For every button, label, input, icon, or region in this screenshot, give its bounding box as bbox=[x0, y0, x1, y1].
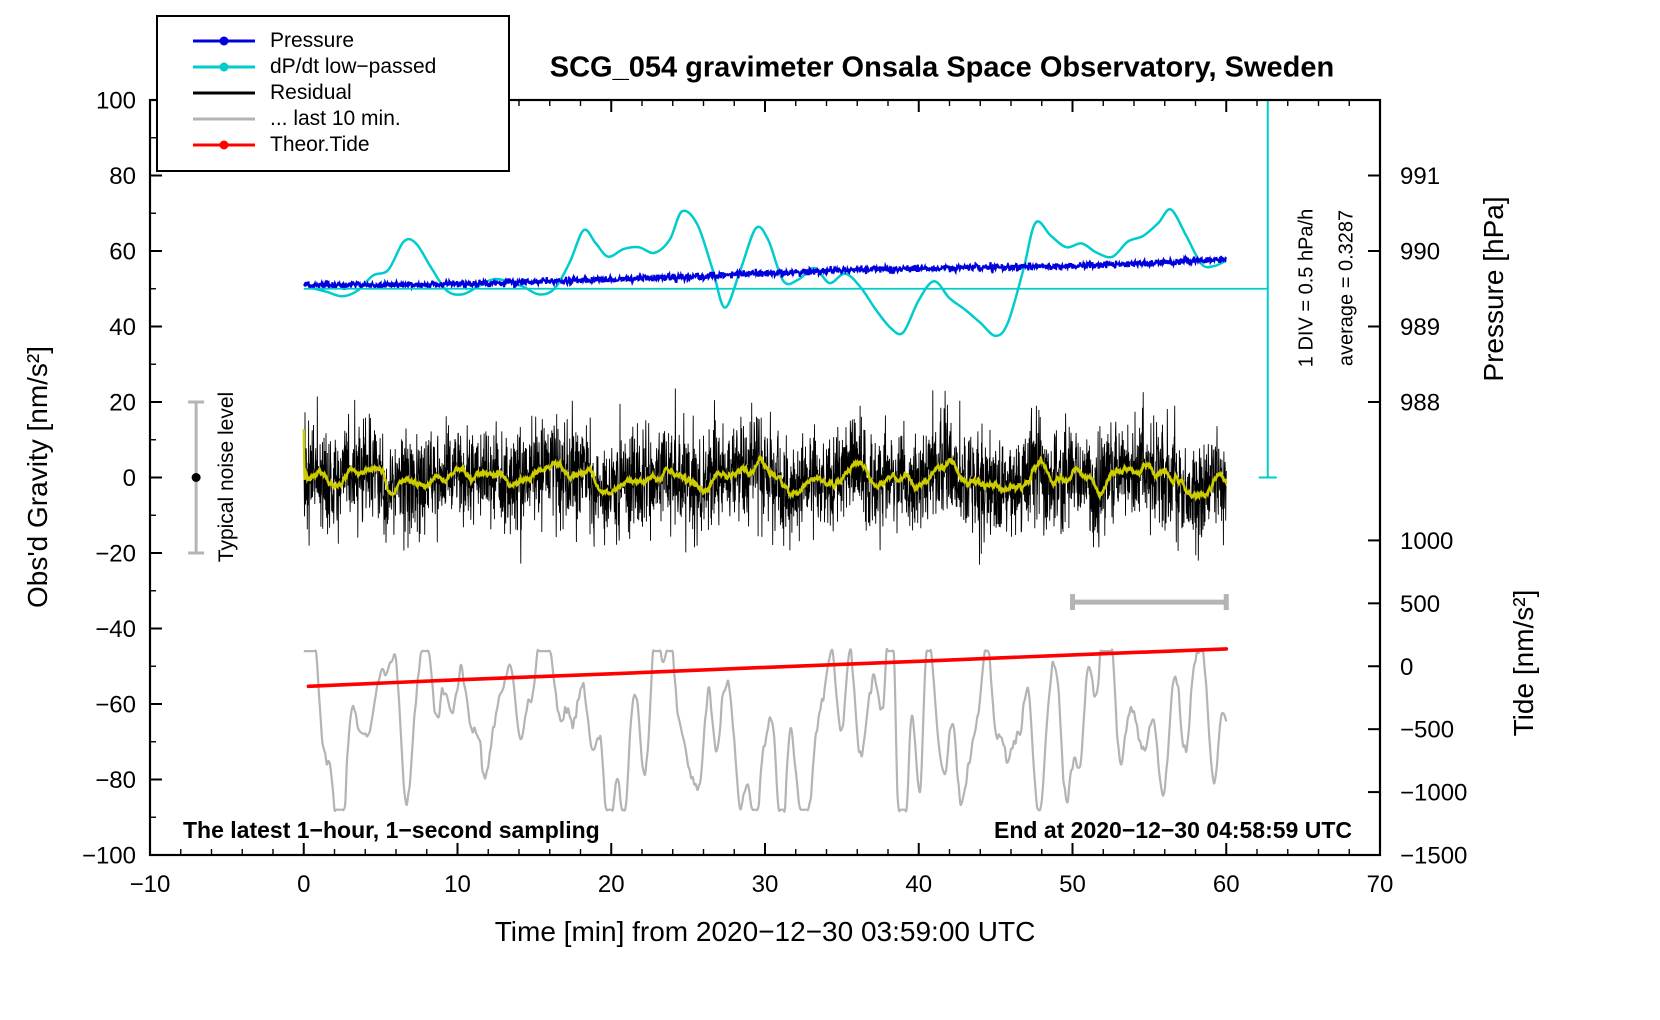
y-tick-label-pressure: 991 bbox=[1400, 163, 1440, 190]
series-last-10-min bbox=[303, 647, 1228, 813]
legend-item: Residual bbox=[192, 81, 508, 105]
y-tick-label-tide: 500 bbox=[1400, 591, 1440, 618]
x-tick-label: 20 bbox=[598, 871, 625, 898]
x-tick-label: −10 bbox=[130, 871, 171, 898]
legend-swatch bbox=[193, 140, 255, 150]
y-tick-label-gravity: −60 bbox=[95, 692, 136, 719]
legend-item: Pressure bbox=[192, 29, 508, 53]
x-tick-label: 70 bbox=[1367, 871, 1394, 898]
legend-swatch bbox=[193, 91, 255, 95]
legend-swatch bbox=[193, 117, 255, 121]
x-axis-label: Time [min] from 2020−12−30 03:59:00 UTC bbox=[494, 916, 1036, 947]
legend: Pressure dP/dt low−passed Residual ... last… bbox=[156, 15, 510, 172]
y-tick-label-tide: 0 bbox=[1400, 654, 1413, 681]
y-tick-label-gravity: 40 bbox=[109, 314, 136, 341]
x-tick-label: 10 bbox=[444, 871, 471, 898]
legend-item: Theor.Tide bbox=[192, 133, 508, 157]
y-tick-label-gravity: 0 bbox=[123, 465, 136, 492]
series-pressure bbox=[303, 253, 1227, 292]
chart-title: SCG_054 gravimeter Onsala Space Observat… bbox=[549, 51, 1335, 84]
legend-item: ... last 10 min. bbox=[192, 107, 508, 131]
x-tick-label: 50 bbox=[1059, 871, 1086, 898]
series-residual bbox=[303, 388, 1227, 565]
y-tick-label-gravity: −80 bbox=[95, 767, 136, 794]
y-tick-label-tide: −1000 bbox=[1400, 780, 1467, 807]
legend-label: Theor.Tide bbox=[270, 133, 370, 156]
series-theor-tide bbox=[306, 647, 1229, 689]
x-tick-label: 40 bbox=[905, 871, 932, 898]
reference-marks bbox=[188, 99, 1277, 611]
legend-label: Residual bbox=[270, 81, 352, 104]
average-note: average = 0.3287 bbox=[1335, 209, 1358, 367]
y-tick-label-tide: −500 bbox=[1400, 717, 1454, 744]
x-tick-label: 30 bbox=[752, 871, 779, 898]
legend-swatch bbox=[193, 62, 255, 72]
y-tick-label-pressure: 990 bbox=[1400, 239, 1440, 266]
legend-label: Pressure bbox=[270, 29, 355, 52]
y-axis-label-tide: Tide [nm/s²] bbox=[1508, 589, 1539, 737]
y-axis-label-pressure: Pressure [hPa] bbox=[1478, 196, 1509, 382]
noise-level-dot bbox=[191, 473, 201, 482]
x-tick-label: 0 bbox=[297, 871, 310, 898]
div-scale-note: 1 DIV = 0.5 hPa/h bbox=[1295, 208, 1318, 368]
y-tick-label-gravity: −40 bbox=[95, 616, 136, 643]
y-tick-label-gravity: 100 bbox=[96, 88, 136, 115]
end-time-note: End at 2020−12−30 04:58:59 UTC bbox=[994, 817, 1352, 843]
y-tick-label-tide: 1000 bbox=[1400, 528, 1453, 555]
legend-label: ... last 10 min. bbox=[270, 107, 401, 130]
series-dpdt-lowpassed bbox=[311, 208, 1227, 338]
y-axis-label-gravity: Obs'd Gravity [nm/s²] bbox=[22, 345, 53, 609]
y-tick-label-gravity: 60 bbox=[109, 239, 136, 266]
legend-label: dP/dt low−passed bbox=[270, 55, 437, 78]
y-tick-label-gravity: −20 bbox=[95, 541, 136, 568]
y-tick-label-gravity: 20 bbox=[109, 390, 136, 417]
legend-item: dP/dt low−passed bbox=[192, 55, 508, 79]
y-tick-label-tide: −1500 bbox=[1400, 843, 1467, 870]
series-layer bbox=[302, 208, 1229, 813]
y-tick-label-pressure: 988 bbox=[1400, 390, 1440, 417]
y-tick-label-gravity: −100 bbox=[82, 843, 136, 870]
x-tick-label: 60 bbox=[1213, 871, 1240, 898]
sampling-note: The latest 1−hour, 1−second sampling bbox=[183, 817, 600, 843]
axes: −10 0 10 20 30 40 50 60 70−100−80−60−40−20020406… bbox=[82, 88, 1467, 899]
legend-swatch bbox=[193, 36, 255, 46]
noise-level-label: Typical noise level bbox=[215, 391, 238, 563]
y-tick-label-pressure: 989 bbox=[1400, 314, 1440, 341]
series-residual-lowpassed bbox=[302, 429, 1228, 502]
y-tick-label-gravity: 80 bbox=[109, 163, 136, 190]
